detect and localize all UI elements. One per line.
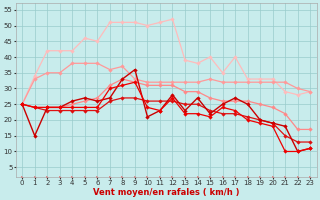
X-axis label: Vent moyen/en rafales ( km/h ): Vent moyen/en rafales ( km/h )	[93, 188, 239, 197]
